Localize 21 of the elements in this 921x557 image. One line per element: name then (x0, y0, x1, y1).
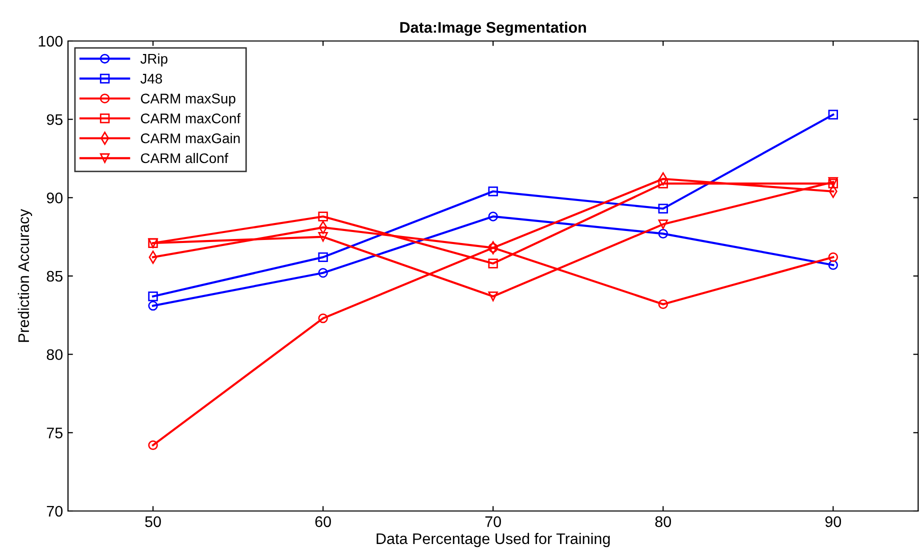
x-tick-label: 90 (825, 516, 842, 528)
legend-label: CARM maxGain (140, 133, 240, 144)
y-tick-label: 70 (46, 506, 63, 517)
legend-label: JRip (140, 54, 168, 66)
x-tick-label: 50 (145, 516, 161, 528)
legend-label: J48 (140, 74, 162, 84)
legend-label: CARM allConf (140, 152, 228, 164)
legend-label: CARM maxConf (140, 113, 241, 124)
y-tick-label: 95 (46, 114, 62, 126)
x-tick-label: 70 (485, 516, 501, 528)
x-tick-label: 60 (315, 516, 331, 528)
x-tick-label: 80 (655, 516, 672, 528)
y-tick-label: 100 (38, 36, 63, 47)
y-tick-label: 75 (46, 428, 62, 438)
y-axis-title: Prediction Accuracy (18, 208, 32, 342)
chart-title: Data:Image Segmentation (400, 22, 586, 36)
y-tick-label: 90 (46, 192, 63, 204)
x-axis-title: Data Percentage Used for Training (376, 532, 610, 548)
y-tick-label: 85 (46, 270, 62, 282)
y-tick-label: 80 (46, 349, 63, 360)
legend-label: CARM maxSup (140, 94, 236, 106)
